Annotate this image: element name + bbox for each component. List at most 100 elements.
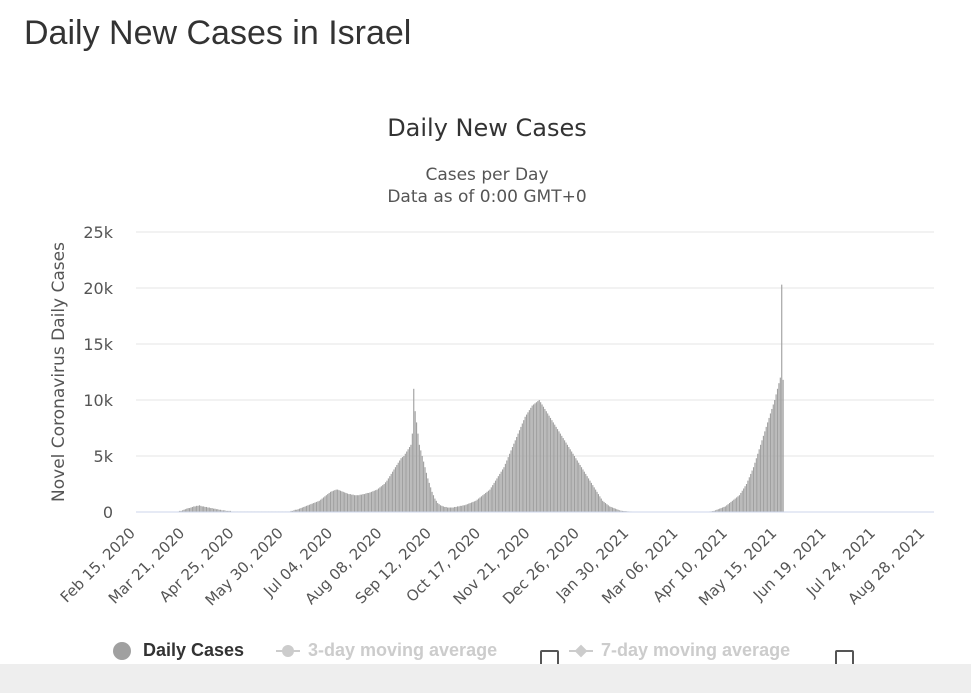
daily-cases-bar[interactable] bbox=[435, 500, 437, 512]
daily-cases-bar[interactable] bbox=[617, 509, 619, 512]
daily-cases-bar[interactable] bbox=[517, 433, 519, 512]
daily-cases-bar[interactable] bbox=[291, 510, 294, 512]
daily-cases-bar[interactable] bbox=[752, 467, 755, 512]
daily-cases-bar[interactable] bbox=[774, 400, 776, 512]
daily-cases-bar[interactable] bbox=[513, 443, 515, 512]
daily-cases-bar[interactable] bbox=[342, 491, 344, 512]
daily-cases-bar[interactable] bbox=[311, 503, 313, 512]
daily-cases-bar[interactable] bbox=[306, 505, 308, 512]
daily-cases-bar[interactable] bbox=[533, 404, 535, 512]
daily-cases-bar[interactable] bbox=[761, 440, 763, 512]
daily-cases-bar[interactable] bbox=[400, 458, 402, 512]
daily-cases-bar[interactable] bbox=[434, 498, 436, 512]
daily-cases-bar[interactable] bbox=[572, 453, 574, 512]
daily-cases-bar[interactable] bbox=[494, 480, 497, 512]
daily-cases-bar[interactable] bbox=[200, 505, 202, 512]
daily-cases-bar[interactable] bbox=[493, 482, 495, 512]
daily-cases-bar[interactable] bbox=[727, 504, 729, 512]
daily-cases-bar[interactable] bbox=[540, 402, 542, 512]
daily-cases-bar[interactable] bbox=[528, 410, 530, 512]
daily-cases-bar[interactable] bbox=[432, 495, 435, 512]
daily-cases-bar[interactable] bbox=[324, 496, 326, 512]
daily-cases-bar[interactable] bbox=[583, 471, 585, 512]
daily-cases-bar[interactable] bbox=[580, 467, 583, 512]
daily-cases-bar[interactable] bbox=[775, 394, 777, 512]
daily-cases-bar[interactable] bbox=[769, 413, 772, 512]
daily-cases-bar[interactable] bbox=[509, 453, 511, 512]
daily-cases-bar[interactable] bbox=[741, 490, 743, 512]
daily-cases-bar[interactable] bbox=[762, 435, 764, 512]
daily-cases-bar[interactable] bbox=[729, 503, 731, 512]
daily-cases-bar[interactable] bbox=[610, 506, 612, 512]
daily-cases-bar[interactable] bbox=[463, 505, 466, 512]
daily-cases-bar[interactable] bbox=[449, 507, 451, 512]
daily-cases-bar[interactable] bbox=[368, 492, 370, 512]
daily-cases-bar[interactable] bbox=[229, 510, 232, 512]
daily-cases-bar[interactable] bbox=[208, 507, 210, 512]
daily-cases-bar[interactable] bbox=[714, 510, 717, 512]
daily-cases-bar[interactable] bbox=[410, 444, 412, 512]
daily-cases-bar[interactable] bbox=[576, 460, 578, 512]
daily-cases-bar[interactable] bbox=[370, 491, 373, 512]
daily-cases-bar[interactable] bbox=[180, 510, 182, 512]
daily-cases-bar[interactable] bbox=[482, 495, 484, 512]
daily-cases-bar[interactable] bbox=[724, 506, 726, 512]
daily-cases-bar[interactable] bbox=[716, 509, 718, 512]
daily-cases-bar[interactable] bbox=[743, 488, 745, 512]
daily-cases-bar[interactable] bbox=[461, 505, 463, 512]
daily-cases-bar[interactable] bbox=[721, 507, 724, 512]
daily-cases-bar[interactable] bbox=[304, 506, 306, 512]
daily-cases-bar[interactable] bbox=[408, 447, 411, 512]
daily-cases-bar[interactable] bbox=[454, 506, 456, 512]
daily-cases-bar[interactable] bbox=[757, 453, 759, 512]
daily-cases-bar[interactable] bbox=[217, 509, 219, 512]
daily-cases-bar[interactable] bbox=[578, 462, 580, 512]
daily-cases-bar[interactable] bbox=[373, 490, 375, 512]
daily-cases-bar[interactable] bbox=[452, 507, 454, 512]
daily-cases-bar[interactable] bbox=[430, 487, 432, 512]
daily-cases-bar[interactable] bbox=[478, 498, 480, 512]
daily-cases-bar[interactable] bbox=[212, 508, 215, 512]
daily-cases-bar[interactable] bbox=[382, 485, 384, 512]
daily-cases-bar[interactable] bbox=[448, 507, 450, 512]
daily-cases-bar[interactable] bbox=[534, 403, 536, 512]
daily-cases-bar[interactable] bbox=[294, 509, 296, 512]
daily-cases-bar[interactable] bbox=[489, 489, 491, 512]
daily-cases-bar[interactable] bbox=[447, 507, 449, 512]
daily-cases-bar[interactable] bbox=[201, 506, 203, 512]
daily-cases-bar[interactable] bbox=[184, 509, 186, 512]
daily-cases-bar[interactable] bbox=[516, 436, 518, 512]
daily-cases-bar[interactable] bbox=[458, 506, 460, 512]
daily-cases-bar[interactable] bbox=[595, 489, 597, 512]
daily-cases-bar[interactable] bbox=[737, 496, 739, 512]
daily-cases-bar[interactable] bbox=[194, 506, 196, 512]
daily-cases-bar[interactable] bbox=[571, 451, 573, 512]
daily-cases-bar[interactable] bbox=[196, 505, 198, 512]
daily-cases-bar[interactable] bbox=[424, 467, 426, 512]
daily-cases-bar[interactable] bbox=[740, 492, 742, 512]
daily-cases-bar[interactable] bbox=[407, 449, 409, 512]
daily-cases-bar[interactable] bbox=[300, 508, 302, 512]
daily-cases-bar[interactable] bbox=[396, 464, 398, 512]
daily-cases-bar[interactable] bbox=[492, 485, 494, 512]
daily-cases-bar[interactable] bbox=[321, 498, 323, 512]
daily-cases-bar[interactable] bbox=[345, 492, 347, 512]
daily-cases-bar[interactable] bbox=[468, 503, 470, 512]
daily-cases-bar[interactable] bbox=[423, 461, 425, 512]
daily-cases-bar[interactable] bbox=[750, 473, 752, 512]
daily-cases-bar[interactable] bbox=[499, 473, 501, 512]
daily-cases-bar[interactable] bbox=[527, 412, 529, 512]
daily-cases-bar[interactable] bbox=[379, 487, 381, 512]
daily-cases-bar[interactable] bbox=[330, 491, 332, 512]
daily-cases-bar[interactable] bbox=[380, 486, 382, 512]
daily-cases-bar[interactable] bbox=[476, 499, 478, 512]
daily-cases-bar[interactable] bbox=[320, 499, 322, 512]
daily-cases-bar[interactable] bbox=[363, 494, 365, 512]
daily-cases-bar[interactable] bbox=[351, 494, 353, 512]
daily-cases-bar[interactable] bbox=[480, 496, 482, 512]
daily-cases-bar[interactable] bbox=[428, 482, 430, 512]
daily-cases-bar[interactable] bbox=[524, 416, 526, 512]
daily-cases-bar[interactable] bbox=[439, 505, 442, 512]
daily-cases-bar[interactable] bbox=[525, 414, 528, 512]
daily-cases-bar[interactable] bbox=[611, 507, 614, 512]
